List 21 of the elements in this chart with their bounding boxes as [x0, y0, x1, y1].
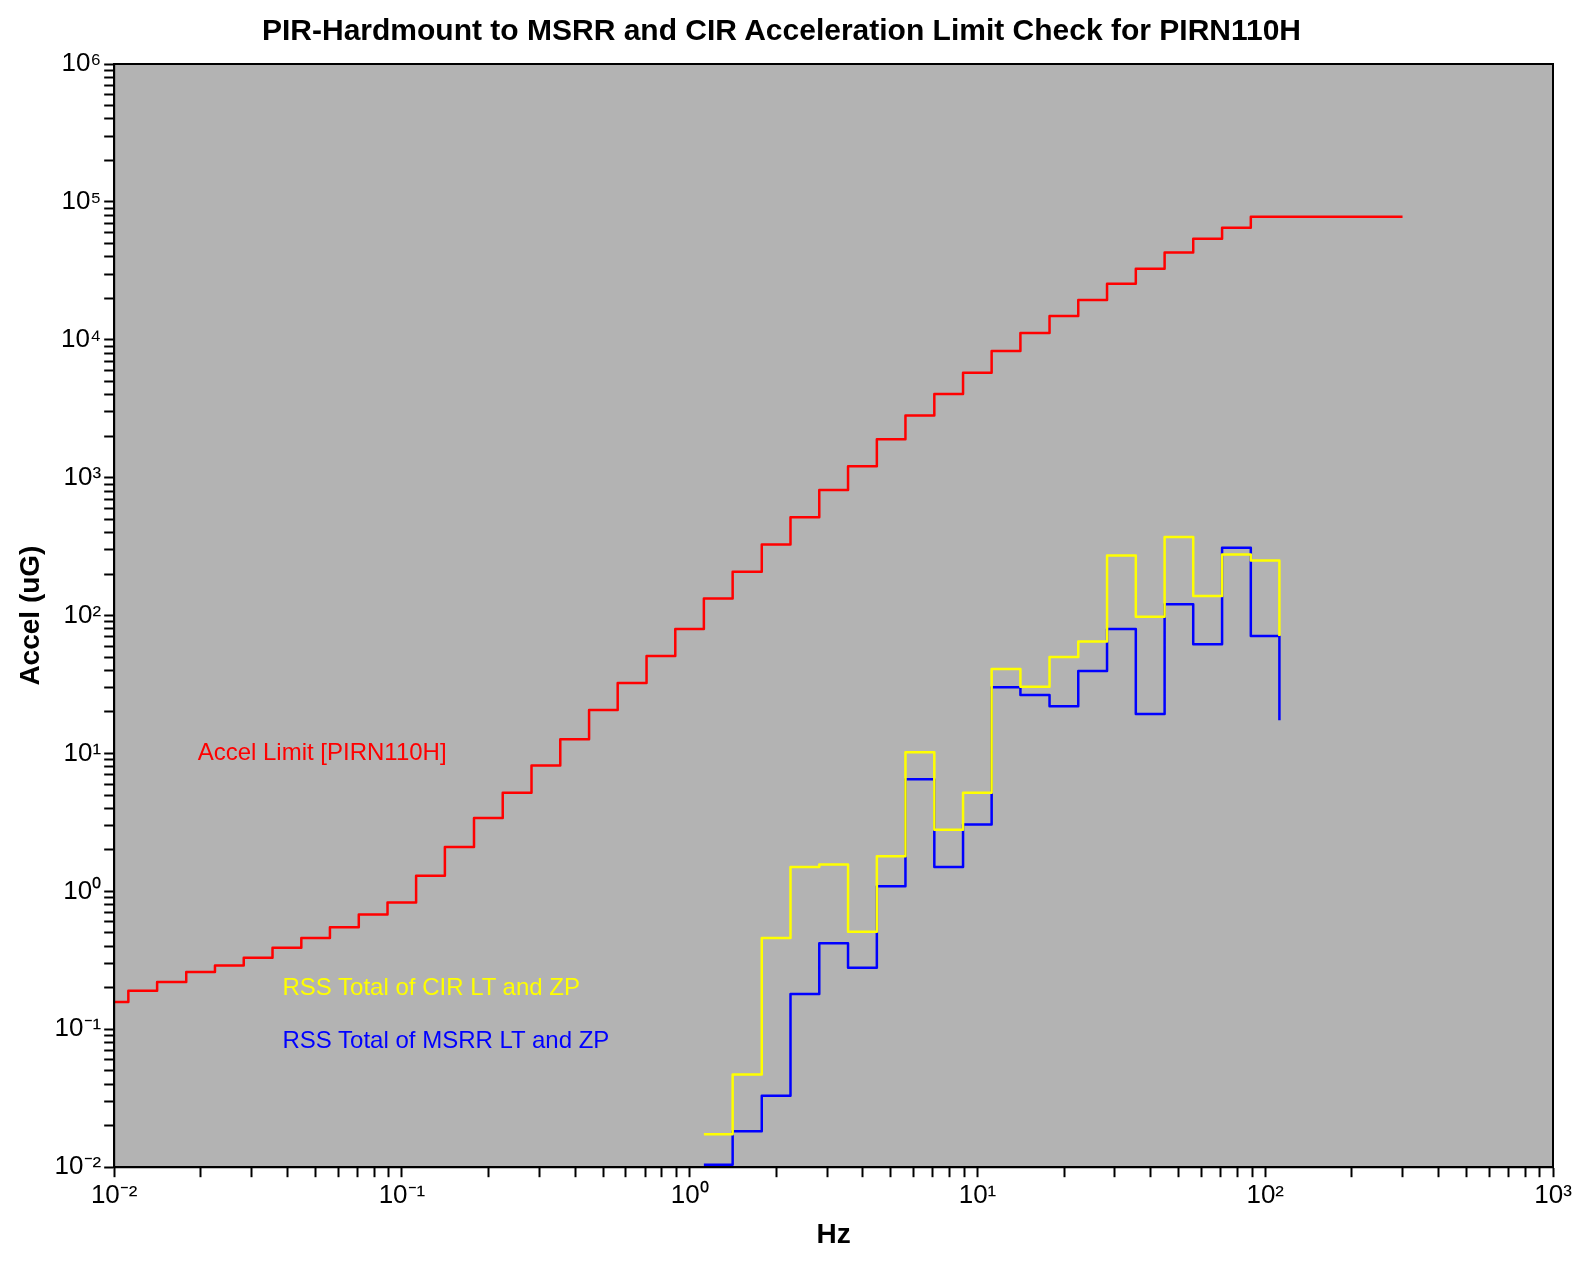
- text: RSS Total of CIR LT and ZP: [282, 973, 580, 1001]
- x-tick-label: 10³: [1534, 1178, 1573, 1209]
- y-tick-label: 10⁻²: [54, 1150, 102, 1181]
- text: RSS Total of MSRR LT and ZP: [282, 1026, 610, 1054]
- y-tick-label: 10⁰: [63, 874, 102, 905]
- x-tick-label: 10⁻¹: [378, 1178, 426, 1209]
- y-axis-title: Accel (uG): [13, 545, 45, 686]
- y-tick-label: 10⁴: [61, 322, 102, 353]
- y-tick-label: 10¹: [63, 736, 102, 767]
- x-tick-label: 10¹: [958, 1178, 997, 1209]
- y-tick-label: 10³: [63, 460, 102, 491]
- x-tick-label: 10⁰: [670, 1178, 709, 1209]
- text: Accel Limit [PIRN110H]: [197, 738, 447, 766]
- x-axis-title: Hz: [816, 1217, 851, 1249]
- x-tick-label: 10⁻²: [90, 1178, 138, 1209]
- y-tick-label: 10⁻¹: [54, 1012, 102, 1043]
- chart-title: PIR-Hardmount to MSRR and CIR Acceleration Limit Check for PIRN110H: [261, 13, 1302, 47]
- y-tick-label: 10²: [63, 598, 102, 629]
- y-tick-label: 10⁶: [61, 47, 102, 78]
- y-tick-label: 10⁵: [61, 185, 102, 216]
- x-tick-label: 10²: [1246, 1178, 1285, 1209]
